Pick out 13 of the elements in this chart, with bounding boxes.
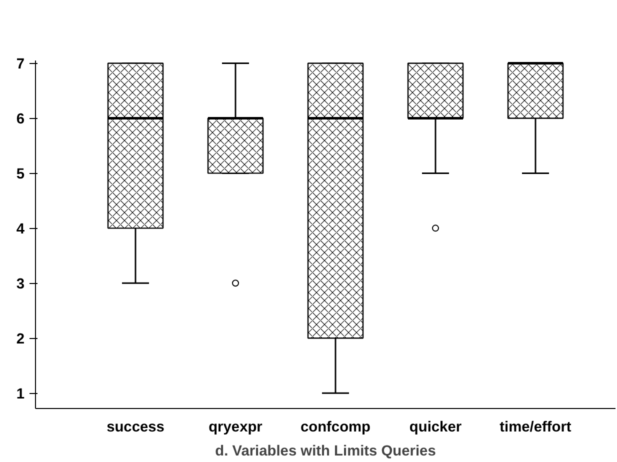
x-tick-label: confcomp (300, 420, 371, 436)
y-tick-label: 2 (16, 332, 25, 348)
y-tick-label: 5 (16, 166, 25, 183)
x-tick-label: success (106, 420, 164, 436)
x-tick-label: quicker (409, 420, 462, 436)
x-tick-label: qryexpr (208, 420, 263, 436)
y-tick-label: 4 (16, 222, 26, 238)
x-tick-label: time/effort (500, 420, 572, 436)
y-tick-label: 1 (16, 386, 25, 403)
y-tick-label: 3 (16, 276, 25, 293)
y-tick-label: 6 (16, 112, 25, 128)
x-axis-title: d. Variables with Limits Queries (215, 444, 436, 460)
y-tick-label: 7 (16, 56, 25, 73)
